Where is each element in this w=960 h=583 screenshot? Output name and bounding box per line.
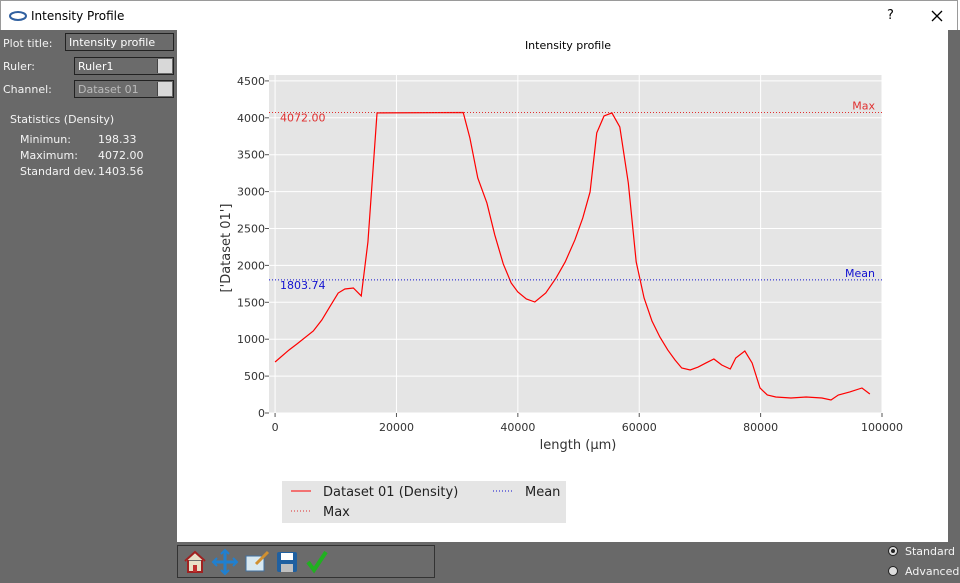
channel-label: Channel: (3, 83, 52, 96)
radio-button[interactable] (888, 546, 898, 556)
y-tick-label: 4000 (237, 112, 265, 125)
apply-button[interactable] (306, 550, 328, 574)
data-line (274, 111, 871, 401)
radio-label: Standard (905, 545, 956, 558)
x-axis-label: length (µm) (540, 438, 617, 453)
ruler-select[interactable]: Ruler1 (74, 57, 174, 75)
radio-dot (891, 549, 895, 553)
legend-label: Max (323, 505, 350, 520)
stat-label: Minimun: (20, 133, 71, 146)
plot-title-label: Plot title: (3, 37, 53, 50)
dropdown-arrow (157, 59, 172, 73)
reference-value-label: 4072.00 (280, 111, 326, 124)
close-button[interactable] (931, 10, 943, 22)
pan-button[interactable] (211, 548, 239, 576)
stat-label: Maximum: (20, 149, 78, 162)
x-tick-label: 80000 (743, 421, 778, 434)
x-tick-label: 60000 (622, 421, 657, 434)
x-tick-label: 100000 (861, 421, 903, 434)
chart: Intensity profile length (µm) ['Dataset … (219, 39, 903, 523)
window-title: Intensity Profile (31, 9, 125, 23)
y-tick-label: 4500 (237, 75, 265, 88)
stat-label: Standard dev. (20, 165, 97, 178)
legend-box (282, 481, 566, 523)
help-button[interactable]: ? (887, 8, 894, 23)
channel-value: Dataset 01 (78, 83, 139, 96)
stat-value: 198.33 (98, 133, 137, 146)
y-tick-label: 2500 (237, 223, 265, 236)
y-tick-label: 3000 (237, 186, 265, 199)
toolbar-icons (184, 548, 328, 576)
x-tick-label: 20000 (379, 421, 414, 434)
ruler-label: Ruler: (3, 60, 35, 73)
dropdown-arrow (157, 82, 172, 96)
y-tick-label: 500 (244, 370, 265, 383)
plot-title-input[interactable]: Intensity profile (65, 33, 174, 51)
legend-label: Mean (525, 485, 560, 500)
y-tick-label: 0 (258, 407, 265, 420)
title-bar: Intensity Profile ? (0, 0, 958, 30)
app-icon (9, 11, 27, 21)
reference-name-label: Max (852, 99, 875, 112)
toolbar (177, 545, 435, 578)
chart-title: Intensity profile (525, 39, 611, 52)
y-axis-label: ['Dataset 01'] (219, 204, 234, 293)
reference-value-label: 1803.74 (280, 279, 326, 292)
channel-select: Dataset 01 (74, 80, 174, 98)
edit-button[interactable] (245, 550, 270, 572)
save-button[interactable] (277, 552, 297, 572)
side-panel: Plot title: Intensity profile Ruler: Rul… (0, 30, 177, 583)
x-tick-label: 0 (272, 421, 279, 434)
stat-value: 4072.00 (98, 149, 144, 162)
y-tick-label: 3500 (237, 149, 265, 162)
y-tick-label: 1500 (237, 296, 265, 309)
y-tick-label: 1000 (237, 333, 265, 346)
reference-name-label: Mean (845, 267, 875, 280)
y-tick-label: 2000 (237, 259, 265, 272)
legend-label: Dataset 01 (Density) (323, 485, 458, 500)
plot-area (269, 75, 882, 413)
x-tick-label: 40000 (500, 421, 535, 434)
stat-value: 1403.56 (98, 165, 144, 178)
radio-button[interactable] (888, 566, 898, 576)
statistics-title: Statistics (Density) (10, 113, 115, 126)
radio-label: Advanced (905, 565, 960, 578)
panel-border (948, 30, 960, 542)
home-button[interactable] (184, 550, 206, 573)
ruler-value: Ruler1 (78, 60, 114, 73)
